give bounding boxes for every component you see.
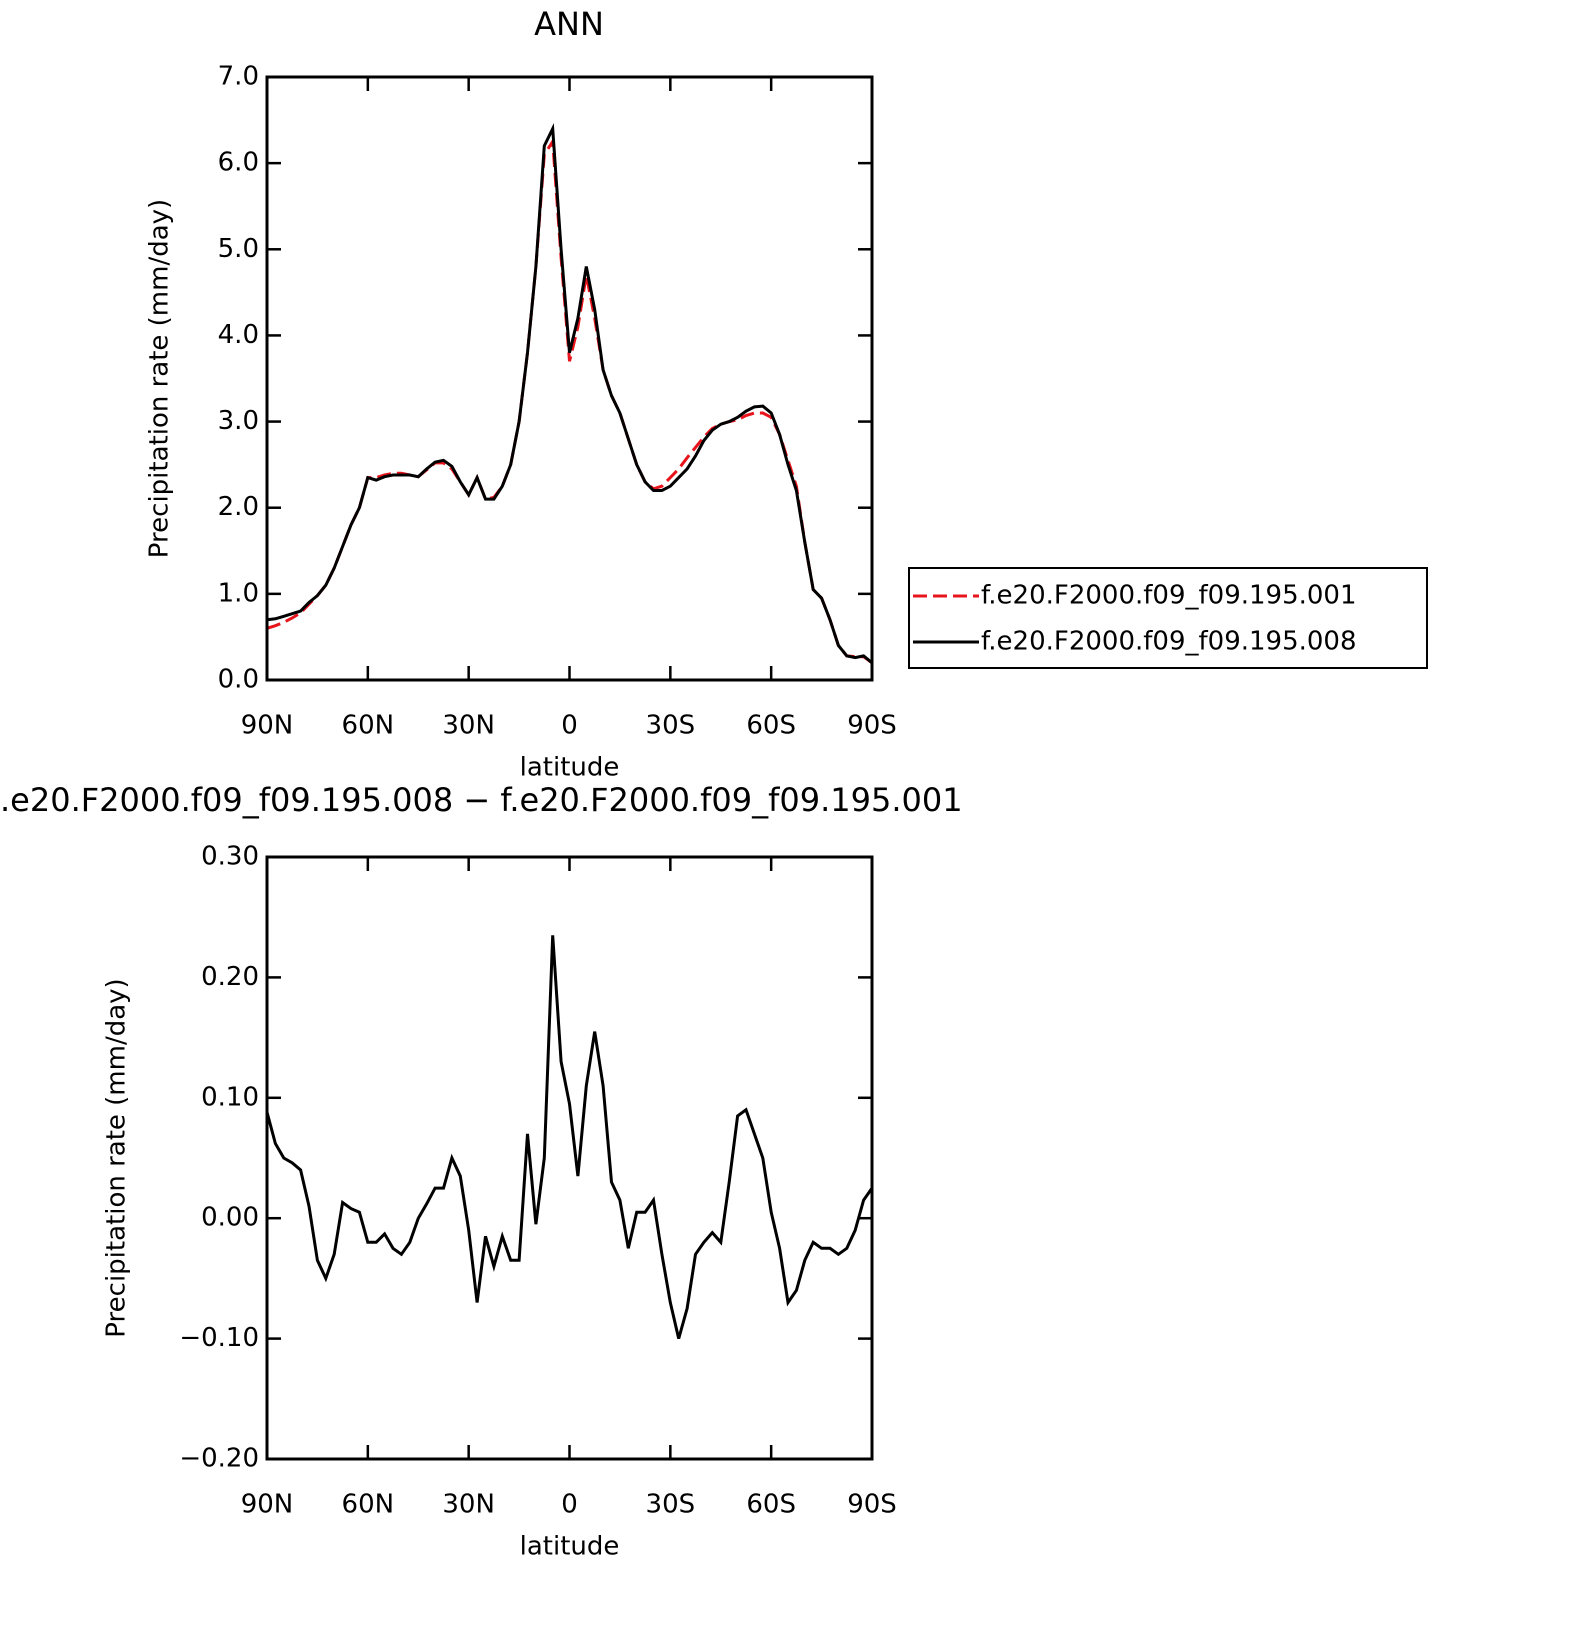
x-tick-label: 60S (746, 711, 796, 741)
plot-frame (265, 75, 874, 682)
y-tick-label: −0.20 (179, 1444, 259, 1474)
y-axis-label: Precipitation rate (mm/day) (145, 199, 175, 558)
x-tick-label: 90N (241, 1490, 294, 1520)
x-tick-label: 30N (442, 1490, 495, 1520)
x-tick-label: 0 (561, 711, 578, 741)
y-tick-label: 0.00 (201, 1203, 259, 1233)
y-axis-label: Precipitation rate (mm/day) (102, 978, 132, 1337)
data-line (265, 935, 874, 1340)
data-line (266, 123, 873, 664)
legend-label: f.e20.F2000.f09_f09.195.008 (981, 627, 1357, 657)
x-tick-label: 30S (646, 1490, 696, 1520)
y-tick-label: 7.0 (218, 62, 259, 92)
x-tick-label: 30N (442, 711, 495, 741)
x-tick-label: 0 (561, 1490, 578, 1520)
y-tick-label: 2.0 (218, 492, 259, 522)
x-axis-label: latitude (520, 1532, 620, 1562)
y-tick-label: 0.10 (201, 1082, 259, 1112)
legend-box (908, 567, 1428, 669)
x-tick-label: 60N (342, 1490, 395, 1520)
x-tick-label: 30S (646, 711, 696, 741)
x-tick-label: 60S (746, 1490, 796, 1520)
y-tick-label: 4.0 (218, 320, 259, 350)
y-tick-label: 1.0 (218, 578, 259, 608)
x-tick-label: 60N (342, 711, 395, 741)
chart-title: ANN (534, 5, 604, 43)
legend-label: f.e20.F2000.f09_f09.195.001 (981, 581, 1357, 611)
y-tick-label: 5.0 (218, 234, 259, 264)
y-tick-label: 0.30 (201, 842, 259, 872)
y-tick-label: 6.0 (218, 148, 259, 178)
y-tick-label: −0.10 (179, 1323, 259, 1353)
chart-title: .e20.F2000.f09_f09.195.008 − f.e20.F2000… (0, 781, 963, 819)
y-tick-label: 0.20 (201, 962, 259, 992)
y-tick-label: 3.0 (218, 406, 259, 436)
x-tick-label: 90N (241, 711, 294, 741)
x-tick-label: 90S (847, 711, 897, 741)
y-tick-label: 0.0 (218, 665, 259, 695)
x-tick-label: 90S (847, 1490, 897, 1520)
data-line (266, 137, 873, 665)
plot-frame (265, 855, 874, 1461)
x-axis-label: latitude (520, 753, 620, 783)
